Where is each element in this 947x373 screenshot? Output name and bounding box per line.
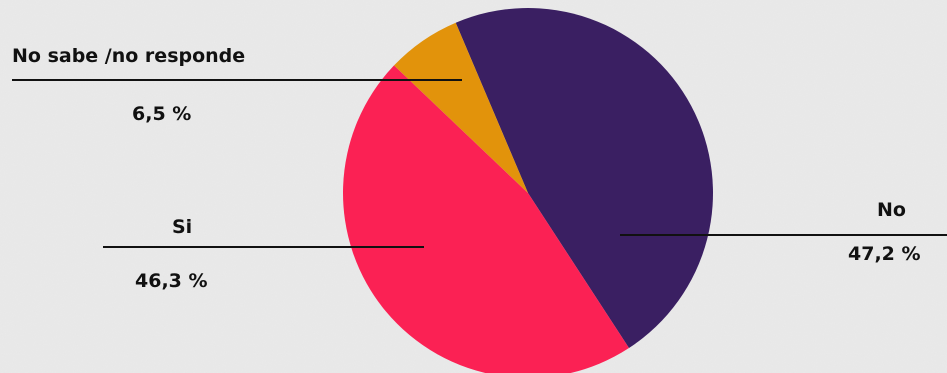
slice-no-sabe — [394, 22, 528, 193]
slice-si — [343, 65, 629, 373]
slice-label-no: No — [877, 199, 906, 221]
slice-no — [455, 8, 713, 349]
slice-value-no: 47,2 % — [848, 243, 921, 265]
slice-label-si: Si — [172, 216, 193, 238]
slice-label-no-sabe: No sabe /no responde — [12, 45, 246, 67]
slice-value-no-sabe: 6,5 % — [132, 103, 192, 125]
slice-value-si: 46,3 % — [135, 270, 208, 292]
